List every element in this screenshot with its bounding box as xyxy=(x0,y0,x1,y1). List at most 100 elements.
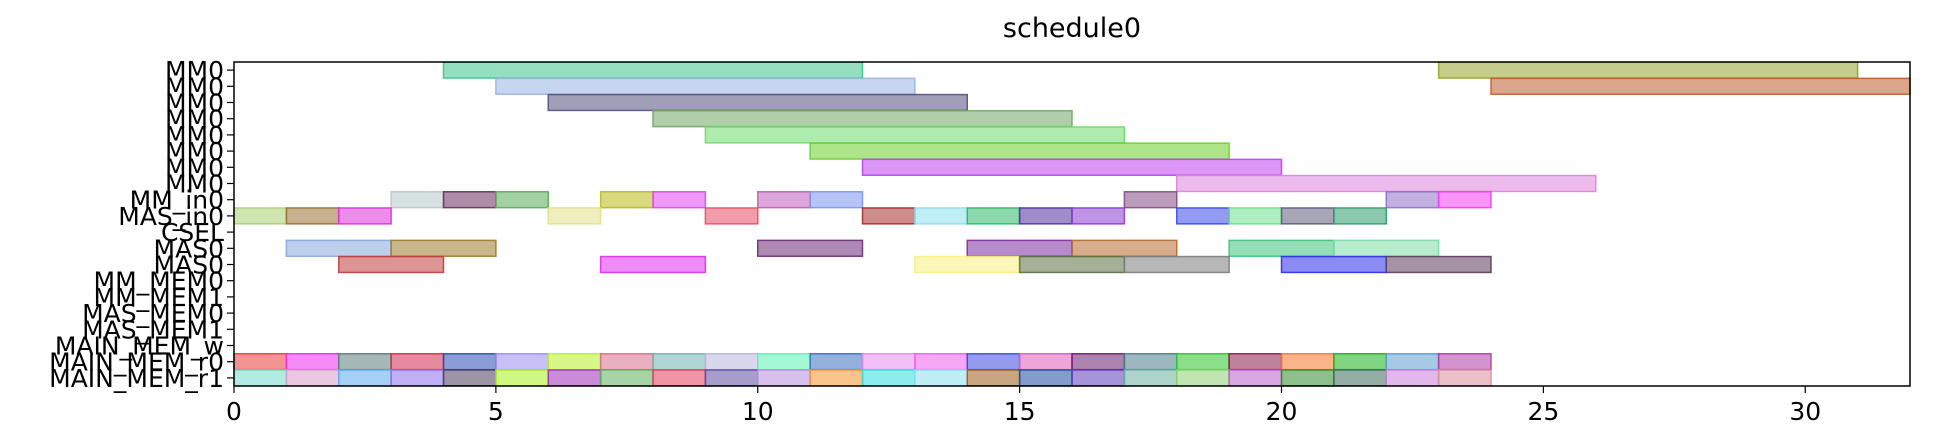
x-tick-label-5: 25 xyxy=(1527,397,1559,426)
bar-75 xyxy=(390,369,445,387)
bar-42 xyxy=(599,255,707,274)
bar-7 xyxy=(809,142,1230,160)
bar-81 xyxy=(704,369,759,387)
bar-41 xyxy=(338,255,445,274)
bar-26 xyxy=(914,207,968,225)
bars-layer xyxy=(233,61,1911,387)
bar-45 xyxy=(1123,255,1230,274)
x-tick-label-4: 20 xyxy=(1266,397,1298,426)
bar-12 xyxy=(495,191,549,209)
y-tick-label-0: MM0 xyxy=(165,56,224,85)
bar-17 xyxy=(1123,191,1178,209)
y-tick-label-5: MM0 xyxy=(165,137,224,166)
bar-8 xyxy=(861,158,1283,176)
bar-15 xyxy=(757,191,811,209)
bar-30 xyxy=(1176,207,1230,225)
bar-22 xyxy=(338,207,392,225)
bar-83 xyxy=(809,369,864,387)
bar-39 xyxy=(1228,239,1335,257)
bar-67 xyxy=(1228,353,1283,371)
bar-33 xyxy=(1333,207,1387,225)
y-tick-label-9: MAS_in0 xyxy=(118,202,224,231)
bar-4 xyxy=(547,93,968,112)
bar-93 xyxy=(1333,369,1387,387)
bar-92 xyxy=(1280,369,1335,387)
y-tick-label-7: MM0 xyxy=(165,170,224,199)
bar-79 xyxy=(599,369,654,387)
bar-31 xyxy=(1228,207,1283,225)
bar-64 xyxy=(1071,353,1126,371)
bar-74 xyxy=(338,369,392,387)
bar-44 xyxy=(1018,255,1126,274)
bar-56 xyxy=(652,353,707,371)
y-tick-label-10: CSEL xyxy=(161,218,224,247)
bar-59 xyxy=(809,353,864,371)
bar-52 xyxy=(442,353,497,371)
bar-55 xyxy=(599,353,654,371)
bar-23 xyxy=(547,207,602,225)
bar-61 xyxy=(914,353,968,371)
y-tick-label-8: MM_in0 xyxy=(130,186,224,215)
bar-91 xyxy=(1228,369,1283,387)
bar-18 xyxy=(1385,191,1440,209)
x-tick-label-2: 10 xyxy=(742,397,774,426)
x-tick-label-6: 30 xyxy=(1789,397,1821,426)
y-tick-label-17: MAIN_MEM_w xyxy=(55,332,224,361)
bar-80 xyxy=(652,369,707,387)
bar-21 xyxy=(285,207,340,225)
bar-9 xyxy=(1176,174,1597,193)
plot-frame xyxy=(233,61,1911,387)
bar-86 xyxy=(966,369,1021,387)
y-tick-label-12: MAS0 xyxy=(154,251,224,280)
chart-title: schedule0 xyxy=(1003,13,1141,44)
bar-20 xyxy=(233,207,288,225)
bar-71 xyxy=(1437,353,1492,371)
bar-82 xyxy=(757,369,811,387)
bar-38 xyxy=(1071,239,1178,257)
bar-19 xyxy=(1437,191,1492,209)
x-tick-label-3: 15 xyxy=(1004,397,1036,426)
bar-0 xyxy=(442,61,864,79)
bar-46 xyxy=(1280,255,1387,274)
bar-25 xyxy=(861,207,916,225)
bar-16 xyxy=(809,191,864,209)
bar-13 xyxy=(599,191,654,209)
bar-65 xyxy=(1123,353,1178,371)
bar-60 xyxy=(861,353,916,371)
y-tick-label-11: MAS0 xyxy=(154,234,224,263)
y-tick-label-13: MM_MEM0 xyxy=(94,267,224,296)
y-tick-label-15: MAS_MEM0 xyxy=(82,299,224,328)
bar-32 xyxy=(1280,207,1335,225)
bar-68 xyxy=(1280,353,1335,371)
bar-51 xyxy=(390,353,445,371)
bar-6 xyxy=(704,126,1126,144)
y-tick-label-14: MM_MEM1 xyxy=(94,283,224,312)
bar-69 xyxy=(1333,353,1387,371)
bar-53 xyxy=(495,353,549,371)
x-tick-label-1: 5 xyxy=(488,397,504,426)
bar-40 xyxy=(1333,239,1440,257)
bar-70 xyxy=(1385,353,1440,371)
bar-50 xyxy=(338,353,392,371)
bar-43 xyxy=(914,255,1021,274)
y-axis: MM0MM0MM0MM0MM0MM0MM0MM0MM_in0MAS_in0CSE… xyxy=(49,56,234,393)
bar-66 xyxy=(1176,353,1230,371)
bar-54 xyxy=(547,353,602,371)
bar-85 xyxy=(914,369,968,387)
bar-48 xyxy=(233,353,288,371)
y-tick-label-6: MM0 xyxy=(165,153,224,182)
bar-73 xyxy=(285,369,340,387)
bar-63 xyxy=(1018,353,1073,371)
bar-62 xyxy=(966,353,1021,371)
bar-89 xyxy=(1123,369,1178,387)
bar-3 xyxy=(1490,77,1911,95)
bar-29 xyxy=(1071,207,1126,225)
bar-72 xyxy=(233,369,288,387)
bar-5 xyxy=(652,110,1073,128)
bar-84 xyxy=(861,369,916,387)
bar-27 xyxy=(966,207,1021,225)
bar-2 xyxy=(495,77,916,95)
bar-77 xyxy=(495,369,549,387)
